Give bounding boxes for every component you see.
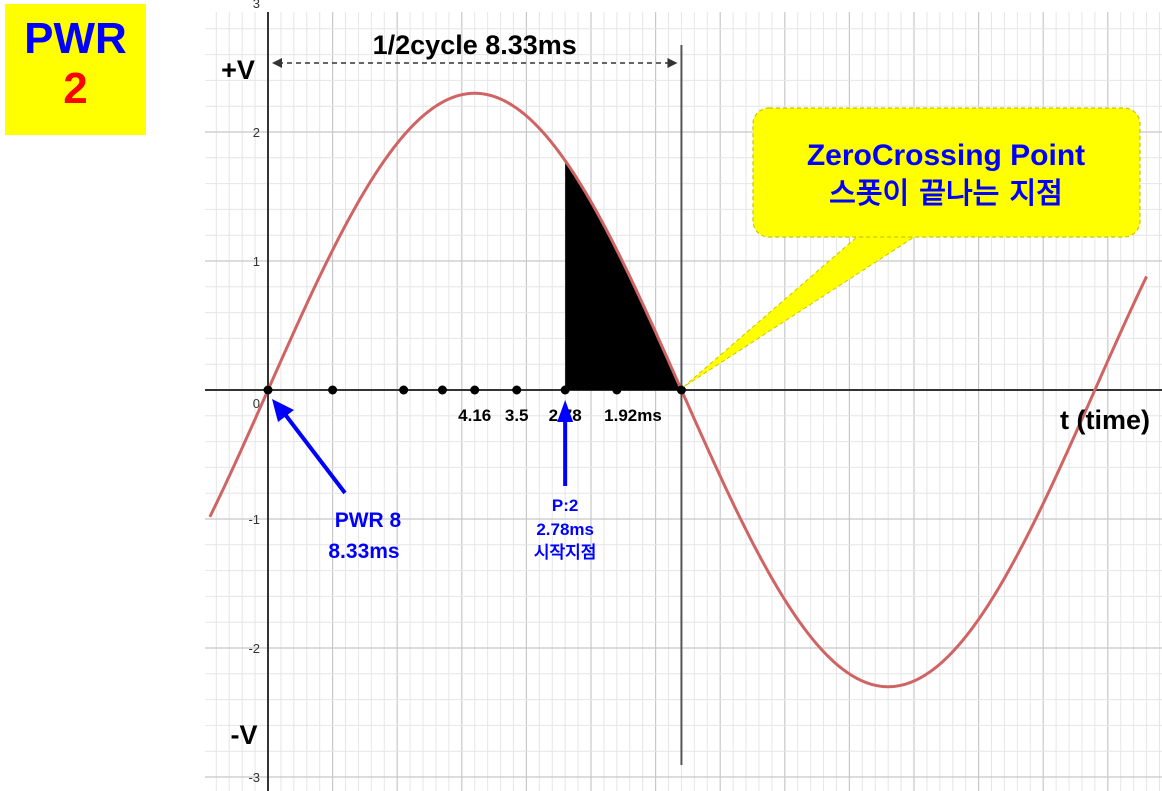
y-tick-label: 2	[253, 125, 260, 140]
point-label: 1.92ms	[604, 406, 662, 425]
axis-point	[437, 385, 447, 395]
badge-line-2: 2	[63, 64, 88, 113]
pwr-badge: PWR 2	[5, 4, 146, 135]
axis-points	[263, 385, 686, 395]
left-arrow-label-2: 8.33ms	[328, 540, 399, 563]
y-tick-label: 0	[253, 396, 260, 411]
half-cycle-label: 1/2cycle 8.33ms	[373, 30, 577, 60]
left-arrowhead-icon	[272, 399, 294, 422]
mid-arrow-label-1: P:2	[552, 496, 578, 515]
mid-arrow-label-2: 2.78ms	[536, 520, 594, 539]
x-axis-label: t (time)	[1060, 405, 1150, 435]
shaded-region	[565, 160, 682, 390]
arrowhead-left-icon	[272, 58, 282, 68]
callout-line-2: 스폿이 끝나는 지점	[829, 176, 1063, 210]
arrowhead-right-icon	[667, 58, 678, 68]
mid-arrowhead-icon	[557, 400, 574, 422]
axis-point	[612, 385, 622, 395]
callout-box	[752, 107, 1141, 238]
half-cycle-indicator: 1/2cycle 8.33ms	[272, 30, 678, 68]
sine-series-line	[208, 91, 1148, 689]
y-tick-label: -1	[248, 512, 260, 527]
callout-line-1: ZeroCrossing Point	[807, 139, 1085, 172]
badge-line-1: PWR	[24, 14, 127, 63]
y-tick-label: -3	[248, 770, 260, 785]
axis-point	[676, 385, 686, 395]
y-axis-label-bottom: -V	[231, 720, 258, 750]
point-label: 3.5	[505, 406, 529, 425]
y-tick-label: 1	[253, 254, 260, 269]
axis-point	[512, 385, 522, 395]
point-labels: 4.163.52.781.92ms	[458, 406, 662, 425]
axis-labels: t (time) +V -V	[221, 55, 1150, 750]
callout-pointer	[683, 229, 927, 388]
axis-point	[470, 385, 480, 395]
y-tick-labels: 3 2 1 0 -1 -2 -3	[248, 0, 260, 785]
zero-crossing-callout: ZeroCrossing Point 스폿이 끝나는 지점	[683, 107, 1141, 388]
axis-point	[328, 385, 338, 395]
axis-point	[263, 385, 273, 395]
mid-arrow-label-3: 시작지점	[534, 543, 597, 563]
axis-point	[560, 385, 570, 395]
annotation-arrows: PWR 8 8.33ms P:2 2.78ms 시작지점	[272, 399, 596, 563]
y-axis-label-top: +V	[221, 55, 255, 85]
point-label: 4.16	[458, 406, 491, 425]
left-arrow-shaft	[282, 411, 347, 495]
y-tick-label: 3	[253, 0, 260, 11]
y-tick-label: -2	[248, 641, 260, 656]
left-arrow-label-1: PWR 8	[335, 509, 402, 532]
axis-point	[399, 385, 409, 395]
